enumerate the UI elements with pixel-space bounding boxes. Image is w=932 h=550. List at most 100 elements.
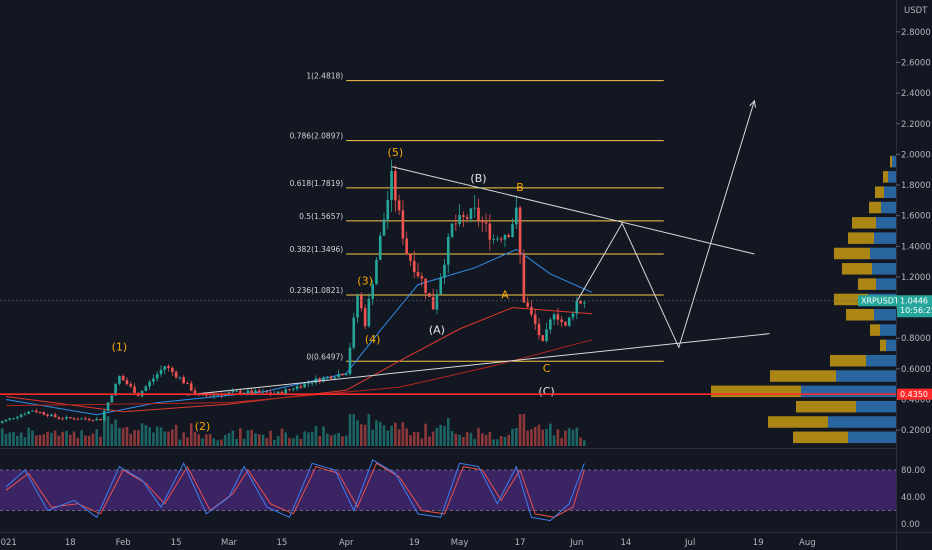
candle-body[interactable] [386, 199, 390, 220]
candle-body[interactable] [65, 417, 68, 419]
candle-body[interactable] [193, 390, 197, 394]
candle-body[interactable] [545, 329, 548, 342]
candle-body[interactable] [439, 277, 442, 295]
candle-body[interactable] [348, 347, 352, 375]
candle-body[interactable] [152, 378, 155, 382]
candle-body[interactable] [19, 414, 23, 417]
candle-body[interactable] [12, 418, 15, 419]
candle-body[interactable] [469, 208, 473, 219]
candle-body[interactable] [344, 374, 348, 376]
candle-body[interactable] [322, 377, 325, 382]
candle-body[interactable] [499, 238, 503, 240]
candle-body[interactable] [541, 335, 545, 342]
candle-body[interactable] [46, 414, 49, 416]
candle-body[interactable] [518, 207, 522, 255]
candle-body[interactable] [34, 410, 38, 413]
candle-body[interactable] [189, 383, 193, 391]
candle-body[interactable] [250, 390, 253, 394]
candle-body[interactable] [458, 215, 461, 225]
drawing-tools[interactable] [187, 99, 770, 396]
candle-body[interactable] [102, 410, 106, 421]
candle-body[interactable] [363, 308, 367, 327]
candle-body[interactable] [27, 411, 30, 414]
candle-body[interactable] [405, 238, 408, 255]
candle-body[interactable] [84, 418, 87, 420]
candle-body[interactable] [303, 383, 306, 388]
candle-body[interactable] [424, 278, 427, 293]
candle-body[interactable] [235, 391, 238, 392]
candle-body[interactable] [220, 394, 223, 396]
candle-body[interactable] [375, 259, 378, 285]
candle-body[interactable] [341, 373, 344, 376]
time-axis[interactable]: 2021 18 Feb 15 Mar 15 Apr 19 May 17 Jun 14 Jul 19 Aug [0, 538, 816, 548]
candle-body[interactable] [382, 219, 386, 236]
candle-body[interactable] [110, 395, 114, 403]
candle-body[interactable] [280, 391, 284, 394]
candle-body[interactable] [163, 366, 167, 370]
candle-body[interactable] [428, 292, 431, 297]
stochastic-oscillator[interactable] [0, 459, 896, 522]
fibonacci-retracement[interactable]: 0(0.6497) 0.236(1.0821) 0.382(1.3496) 0.5(1… [290, 72, 664, 362]
candle-body[interactable] [95, 418, 99, 421]
candle-body[interactable] [208, 395, 212, 397]
candle-body[interactable] [284, 389, 288, 394]
candle-body[interactable] [378, 235, 382, 260]
candle-body[interactable] [583, 302, 586, 304]
candle-body[interactable] [310, 382, 314, 384]
candle-body[interactable] [159, 369, 163, 375]
candle-body[interactable] [38, 412, 42, 413]
candle-body[interactable] [205, 394, 208, 396]
candle-body[interactable] [488, 223, 492, 240]
candle-body[interactable] [507, 235, 511, 237]
candle-body[interactable] [246, 390, 250, 393]
candle-body[interactable] [314, 378, 318, 383]
candle-body[interactable] [556, 314, 560, 320]
candle-body[interactable] [72, 418, 76, 420]
candle-body[interactable] [480, 220, 484, 223]
candle-body[interactable] [503, 235, 507, 240]
candle-body[interactable] [337, 373, 340, 378]
candle-body[interactable] [114, 383, 117, 396]
candle-body[interactable] [239, 391, 242, 394]
candle-body[interactable] [155, 374, 159, 379]
candle-body[interactable] [394, 171, 397, 201]
candle-body[interactable] [412, 260, 416, 273]
candle-body[interactable] [579, 300, 582, 304]
candle-body[interactable] [526, 302, 529, 307]
candle-body[interactable] [148, 381, 151, 387]
candle-body[interactable] [492, 239, 495, 240]
projection-path[interactable] [576, 100, 755, 349]
candle-body[interactable] [182, 377, 185, 384]
candle-body[interactable] [356, 295, 359, 318]
candle-body[interactable] [326, 376, 329, 378]
candle-body[interactable] [291, 389, 295, 390]
candle-body[interactable] [567, 317, 571, 326]
candle-body[interactable] [431, 296, 435, 310]
candle-body[interactable] [242, 392, 246, 394]
candle-body[interactable] [295, 386, 299, 390]
candle-body[interactable] [360, 295, 363, 309]
candle-body[interactable] [106, 402, 110, 411]
candle-body[interactable] [299, 386, 303, 388]
candle-body[interactable] [129, 384, 133, 387]
candle-body[interactable] [4, 419, 8, 422]
candle-body[interactable] [465, 216, 469, 219]
candle-body[interactable] [564, 322, 567, 326]
candle-body[interactable] [265, 391, 269, 393]
candle-body[interactable] [254, 390, 257, 394]
candle-body[interactable] [533, 314, 537, 324]
candle-body[interactable] [450, 223, 454, 237]
candle-body[interactable] [125, 380, 129, 385]
candle-body[interactable] [174, 371, 178, 378]
candle-body[interactable] [87, 418, 91, 420]
candle-body[interactable] [133, 386, 136, 394]
candle-body[interactable] [118, 375, 121, 384]
candle-body[interactable] [99, 418, 102, 421]
candle-body[interactable] [537, 323, 541, 336]
candle-body[interactable] [0, 421, 4, 424]
candle-body[interactable] [477, 207, 480, 221]
candle-body[interactable] [549, 319, 552, 330]
candle-body[interactable] [454, 223, 458, 225]
candle-body[interactable] [307, 382, 310, 384]
